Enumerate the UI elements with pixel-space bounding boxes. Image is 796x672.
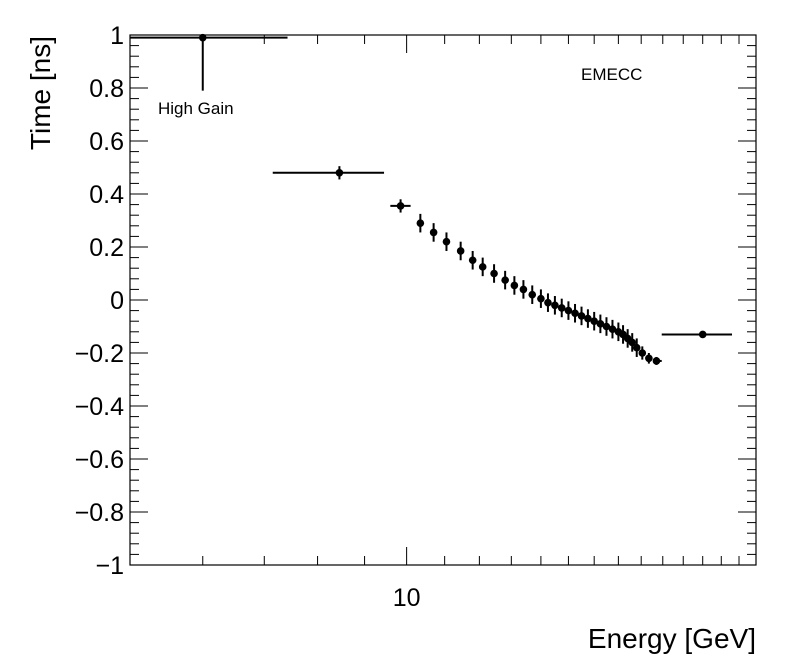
data-point [272,166,385,180]
marker [416,219,425,227]
x-axis-tick-labels: 10 [393,584,421,612]
marker [335,169,344,177]
marker [468,256,477,265]
data-point [577,306,586,326]
data-point [416,213,425,233]
marker [537,294,545,303]
data-point [557,298,566,318]
x-axis-title: Energy [GeV] [588,623,756,654]
marker [442,237,451,246]
data-point [519,280,528,299]
y-axis-tick-labels: −1 −0.8 −0.6 −0.4 −0.2 0 0.2 0.4 0.6 0.8 1 [75,22,124,580]
marker [490,269,498,278]
data-point [590,311,598,331]
data-point [571,303,579,323]
data-point [551,296,559,315]
y-tick-label: −0.8 [75,499,124,527]
data-point [510,276,519,295]
marker [577,312,586,320]
y-tick-label: −0.4 [75,393,124,421]
y-tick-label: 0 [110,287,124,315]
marker [510,281,519,290]
marker [564,306,573,315]
data-points [130,33,733,365]
y-tick-label: 0.6 [89,128,124,156]
data-point [661,330,733,339]
data-point [468,250,477,270]
marker [429,228,438,237]
data-point [456,241,465,261]
data-point [478,257,487,277]
data-point [537,289,545,308]
x-axis-ticks [129,35,757,565]
data-point [490,264,498,283]
marker [652,357,661,365]
data-point [528,285,537,304]
y-tick-label: 0.2 [89,234,124,262]
region-label: EMECC [581,65,642,84]
data-point [130,33,288,91]
data-point [602,317,611,336]
data-point [628,333,637,352]
y-tick-label: −0.6 [75,446,124,474]
data-point [596,314,605,334]
data-point [608,319,617,339]
data-point [584,309,592,328]
marker [632,343,641,352]
marker [456,247,465,255]
marker [557,304,566,312]
y-tick-label: 0.4 [89,181,124,209]
marker [645,354,653,363]
marker [551,301,559,310]
x-tick-label: 10 [393,584,421,612]
marker [198,33,207,42]
marker [544,298,552,307]
marker [698,330,707,339]
data-point [501,270,509,290]
marker [528,290,537,299]
y-tick-label: −0.2 [75,340,124,368]
data-point [564,301,573,320]
marker [608,325,617,333]
data-point [544,293,552,312]
marker [628,338,637,347]
gain-label: High Gain [158,99,234,118]
marker [478,263,487,271]
data-point [390,199,411,213]
data-point [442,232,451,251]
data-point [632,338,641,357]
y-tick-label: −1 [95,552,124,580]
y-tick-label: 0.8 [89,75,124,103]
y-axis-ticks [130,34,756,566]
marker [596,320,605,328]
marker [584,314,592,323]
y-axis-title: Time [ns] [25,36,56,150]
marker [571,309,579,318]
marker [396,202,405,210]
marker [501,276,509,284]
data-point [645,353,653,364]
marker [519,285,528,294]
marker [590,317,598,326]
data-point [429,223,438,242]
data-point [638,346,647,360]
marker [602,322,611,331]
marker [638,349,647,357]
data-point [652,356,662,365]
y-tick-label: 1 [110,22,124,50]
